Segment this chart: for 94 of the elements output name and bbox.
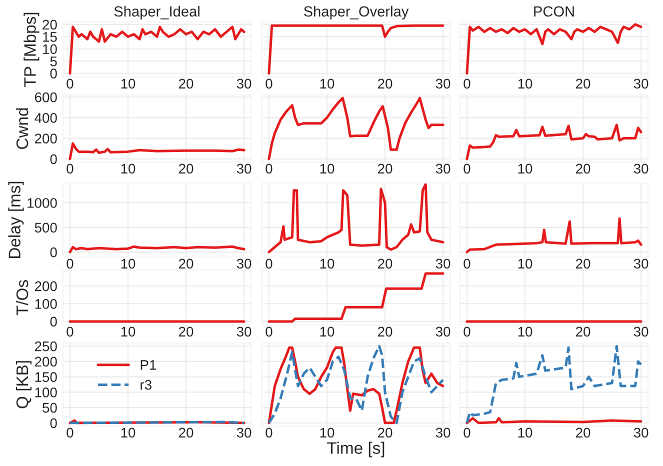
y-tick-label: 0 [50,316,57,327]
x-tick-label: 0 [66,164,74,174]
x-tick-label: 0 [266,78,272,89]
y-tick-label: 10 [43,44,57,54]
x-tick-label: 30 [634,428,648,438]
y-tick-label: 50 [42,402,57,413]
x-tick-label: 30 [634,164,648,174]
y-axis-title: T/Os [16,280,28,316]
x-tick-label: 20 [378,78,392,89]
x-tick-label: 20 [576,428,590,438]
x-tick-label: 30 [236,428,252,438]
x-tick-label: 0 [464,164,470,174]
x-tick-label: 10 [121,78,136,89]
y-tick-label: 500 [34,222,57,233]
y-axis-title: TP [Mbps] [24,12,40,87]
x-tick-label: 0 [464,258,470,269]
x-tick-label: 20 [378,326,392,337]
y-tick-label: 400 [34,113,57,123]
x-tick-label: 0 [464,78,470,89]
x-tick-label: 10 [518,428,532,438]
y-tick-label: 5 [50,56,57,66]
y-tick-label: 100 [35,388,57,398]
x-tick-label: 10 [518,164,532,174]
x-tick-label: 30 [436,164,450,174]
x-tick-label: 30 [436,78,450,89]
x-tick-label: 30 [436,326,450,337]
x-tick-label: 10 [320,326,334,337]
y-tick-label: 200 [34,134,57,144]
y-axis-title: Delay [ms] [8,182,24,258]
x-tick-label: 0 [464,428,470,438]
y-tick-label: 200 [34,356,57,367]
x-tick-label: 10 [320,428,334,438]
legend-label: P1 [140,360,156,370]
x-tick-label: 20 [178,258,194,269]
chart-title: Shaper_Overlay [304,6,409,20]
x-tick-label: 30 [436,258,450,269]
legend-label: r3 [140,380,152,390]
x-tick-label: 30 [634,326,648,337]
x-tick-label: 30 [236,164,252,174]
x-tick-label: 10 [121,428,136,438]
y-tick-label: 100 [35,299,57,309]
y-tick-label: 15 [43,32,57,42]
y-tick-label: 150 [35,372,57,382]
chart-title: PCON [534,6,574,17]
x-tick-label: 0 [66,428,74,438]
x-tick-label: 20 [178,164,194,174]
x-tick-label: 0 [66,258,74,269]
x-tick-label: 0 [464,326,470,337]
y-axis-title: Cwnd [16,108,28,149]
x-tick-label: 30 [634,258,648,269]
chart-title: Shaper_Ideal [114,6,200,20]
x-tick-label: 30 [634,78,648,89]
x-tick-label: 20 [178,428,194,438]
y-tick-label: 0 [50,247,57,258]
x-tick-label: 20 [378,428,392,438]
x-tick-label: 20 [378,258,392,269]
y-tick-label: 0 [50,418,57,428]
x-tick-label: 30 [436,428,450,438]
x-tick-label: 0 [266,258,272,269]
y-tick-label: 250 [34,341,57,352]
line-series [68,26,246,75]
x-tick-label: 10 [518,258,532,269]
y-tick-label: 600 [34,92,57,102]
line-series [68,142,246,160]
x-tick-label: 20 [378,164,392,174]
x-tick-label: 20 [576,78,590,89]
x-tick-label: 10 [518,78,532,89]
x-tick-label: 30 [236,78,252,89]
x-tick-label: 10 [121,164,136,174]
y-axis-title: Q [KB] [16,361,32,408]
y-tick-label: 1000 [28,198,57,208]
x-tick-label: 10 [320,78,334,89]
x-tick-label: 30 [236,326,252,337]
x-tick-label: 0 [66,326,74,337]
x-tick-label: 20 [576,258,590,269]
x-tick-label: 10 [320,164,334,174]
y-tick-label: 200 [34,281,57,292]
x-axis-title: Time [s] [327,442,384,458]
y-tick-label: 0 [50,68,57,79]
x-tick-label: 10 [320,258,334,269]
y-tick-label: 20 [42,20,57,30]
x-tick-label: 20 [178,78,194,89]
x-tick-label: 20 [576,326,590,337]
x-tick-label: 20 [576,164,590,174]
x-tick-label: 0 [66,78,74,89]
x-tick-label: 10 [518,326,532,337]
y-tick-label: 0 [50,154,57,164]
x-tick-label: 0 [266,326,272,337]
x-tick-label: 20 [178,326,194,337]
x-tick-label: 10 [121,326,136,337]
x-tick-label: 10 [121,258,136,269]
x-tick-label: 0 [266,164,272,174]
x-tick-label: 30 [236,258,252,269]
x-tick-label: 0 [266,428,272,438]
